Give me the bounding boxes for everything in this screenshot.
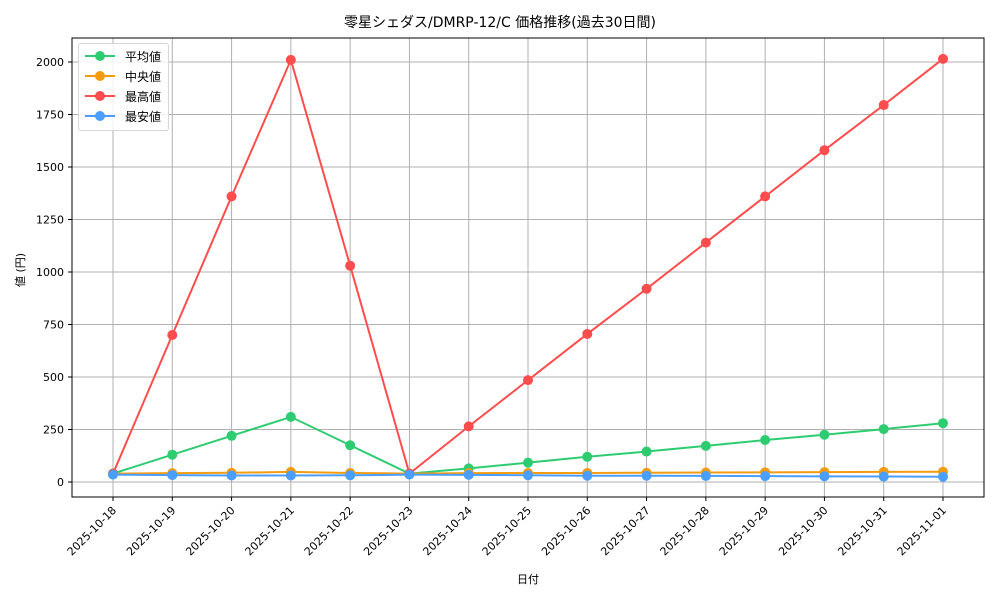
x-tick-label: 2025-10-22	[302, 504, 356, 558]
legend-label: 平均値	[125, 49, 162, 64]
data-point	[582, 470, 593, 481]
data-point	[285, 470, 296, 481]
data-point	[404, 469, 415, 480]
data-point	[226, 430, 237, 441]
legend: 平均値 中央値 最高値 最安値	[78, 43, 169, 131]
data-point	[582, 328, 593, 339]
chart-title: 零星シェダス/DMRP-12/C 価格推移(過去30日間)	[344, 15, 656, 31]
data-point	[819, 471, 830, 482]
x-tick-label: 2025-10-31	[835, 504, 889, 558]
x-tick-label: 2025-11-01	[895, 504, 949, 558]
x-tick-label: 2025-10-21	[243, 504, 297, 558]
data-point	[641, 283, 652, 294]
data-point	[167, 449, 178, 460]
legend-marker-icon	[85, 107, 115, 125]
x-tick-label: 2025-10-24	[420, 504, 474, 558]
data-point	[167, 330, 178, 340]
data-point	[760, 435, 771, 445]
data-point	[108, 469, 118, 480]
y-tick-label: 250	[43, 424, 64, 437]
x-tick-label: 2025-10-29	[717, 504, 771, 558]
data-point	[226, 470, 237, 481]
x-tick-label: 2025-10-27	[598, 504, 652, 558]
data-point	[700, 470, 711, 481]
data-point	[523, 457, 533, 468]
data-point	[878, 424, 889, 435]
y-tick-label: 1000	[36, 266, 64, 279]
y-axis-label: 値 (円)	[14, 253, 27, 287]
data-point	[167, 470, 178, 481]
data-point	[819, 429, 830, 440]
y-tick-label: 0	[57, 476, 64, 489]
data-point	[285, 54, 296, 65]
data-point	[226, 191, 237, 202]
y-tick-label: 500	[43, 371, 64, 384]
data-point	[878, 100, 889, 111]
x-tick-label: 2025-10-30	[776, 504, 830, 558]
x-axis-label: 日付	[517, 573, 539, 586]
x-tick-label: 2025-10-19	[124, 504, 178, 558]
legend-marker-icon	[85, 47, 115, 65]
legend-item-min: 最安値	[85, 107, 161, 125]
data-point	[938, 53, 948, 64]
x-tick-label: 2025-10-28	[658, 504, 712, 558]
legend-label: 中央値	[125, 69, 162, 84]
x-tick-label: 2025-10-26	[539, 504, 593, 558]
grid-lines	[72, 38, 984, 497]
data-point	[700, 440, 711, 451]
data-point	[285, 411, 296, 422]
data-point	[819, 145, 830, 156]
data-point	[760, 191, 771, 202]
y-tick-label: 1750	[36, 109, 64, 122]
legend-item-max: 最高値	[85, 87, 161, 105]
y-tick-label: 1500	[36, 161, 64, 174]
x-axis: 2025-10-18 2025-10-19 2025-10-20 2025-10-21…	[65, 497, 949, 558]
data-point	[345, 470, 356, 481]
legend-marker-icon	[85, 67, 115, 85]
data-point	[463, 421, 474, 432]
data-point	[641, 446, 652, 457]
series-lines	[108, 53, 948, 482]
data-point	[641, 470, 652, 481]
legend-marker-icon	[85, 87, 115, 105]
data-point	[700, 237, 711, 248]
x-tick-label: 2025-10-23	[361, 504, 415, 558]
x-tick-label: 2025-10-25	[480, 504, 534, 558]
y-tick-label: 750	[43, 319, 64, 332]
y-tick-label: 2000	[36, 56, 64, 69]
x-tick-label: 2025-10-18	[65, 504, 119, 558]
data-point	[938, 418, 948, 429]
data-point	[345, 440, 356, 451]
data-point	[523, 375, 533, 386]
legend-item-average: 平均値	[85, 47, 161, 65]
legend-item-median: 中央値	[85, 67, 161, 85]
data-point	[878, 471, 889, 482]
data-point	[523, 470, 533, 481]
data-point	[938, 471, 948, 482]
y-axis: 0 250 500 750 1000 1250 1500 1750 2000	[36, 56, 72, 489]
data-point	[760, 471, 771, 482]
data-point	[463, 469, 474, 480]
y-tick-label: 1250	[36, 214, 64, 227]
data-point	[345, 260, 356, 271]
data-point	[582, 451, 593, 462]
legend-label: 最高値	[125, 89, 162, 104]
legend-label: 最安値	[125, 109, 162, 124]
x-tick-label: 2025-10-20	[183, 504, 237, 558]
series-最安値	[108, 469, 948, 482]
